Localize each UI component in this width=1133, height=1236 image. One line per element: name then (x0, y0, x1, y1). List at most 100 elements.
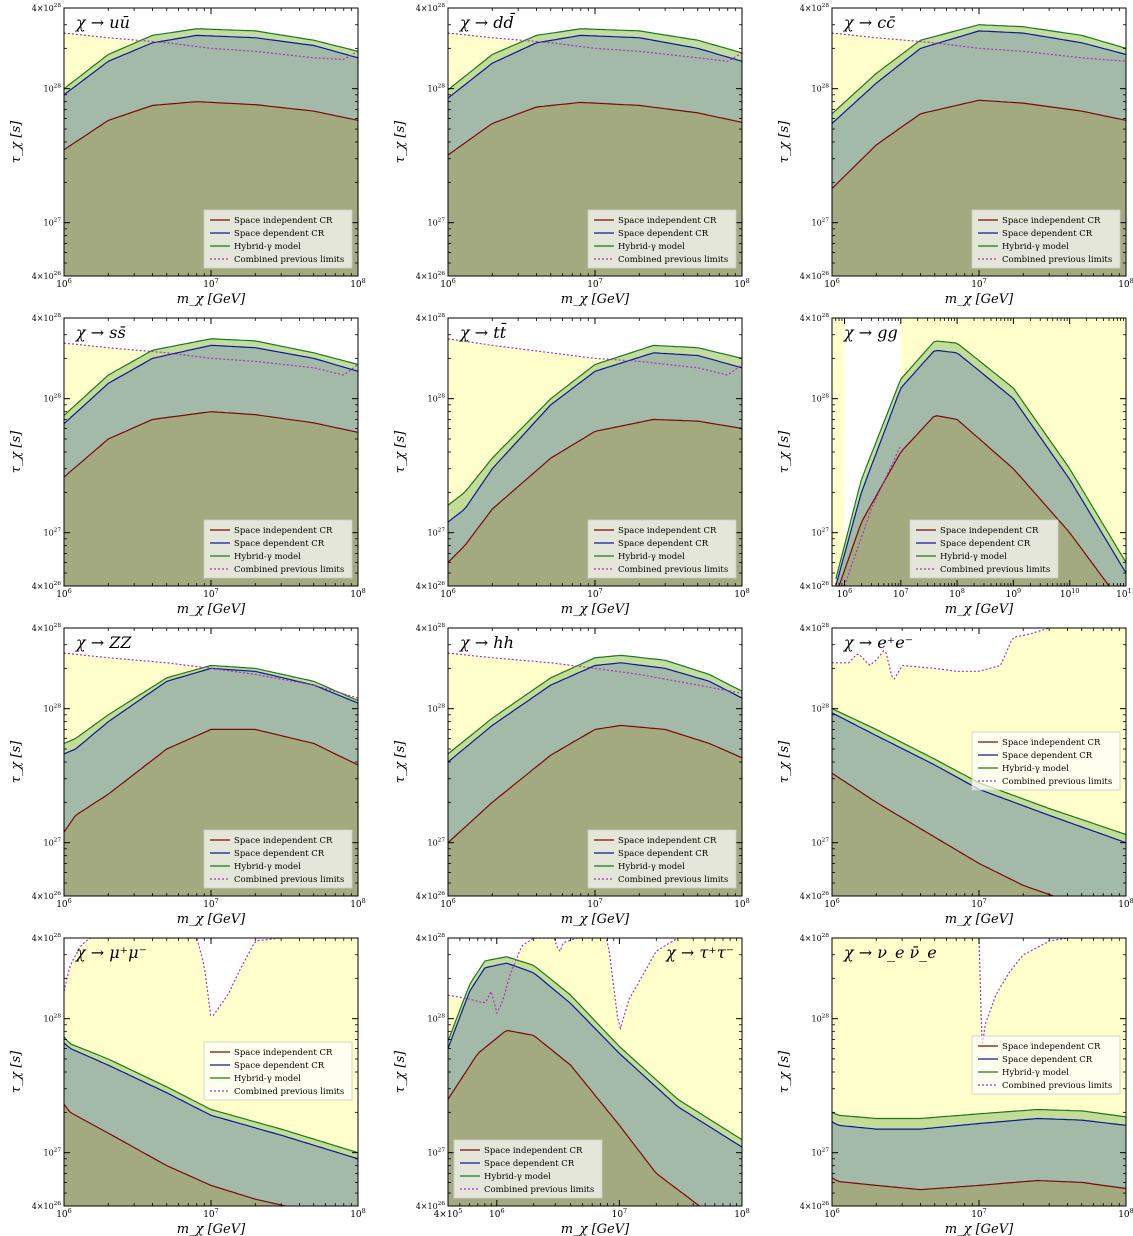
legend-label: Hybrid-γ model (234, 862, 301, 872)
y-tick-label: 4×1028 (800, 3, 830, 13)
previous-limits-line (64, 652, 358, 699)
y-axis-label: τ_χ [s] (9, 740, 24, 783)
x-tick-label: 108 (1118, 277, 1133, 290)
legend-label: Combined previous limits (234, 875, 344, 885)
x-tick-label: 108 (350, 1207, 366, 1220)
hybrid-line (448, 654, 742, 755)
legend: Space independent CR Space dependent CR Hy… (203, 829, 353, 889)
panel-title: χ → ss̄ (75, 323, 126, 342)
y-tick-label: 1028 (427, 84, 445, 94)
y-tick-label: 1028 (811, 704, 829, 714)
y-axis-label: τ_χ [s] (9, 120, 24, 163)
y-tick-label: 4×1026 (32, 581, 62, 591)
x-tick-label: 107 (971, 277, 987, 290)
x-tick-label: 106 (440, 897, 456, 910)
legend-label: Hybrid-γ model (618, 552, 685, 562)
y-tick-label: 1027 (43, 528, 61, 538)
space-dependent-line (448, 352, 742, 523)
x-tick-label: 106 (56, 1207, 72, 1220)
y-tick-label: 1028 (427, 704, 445, 714)
x-axis-label: m_χ [GeV] (945, 292, 1014, 307)
x-axis-label: m_χ [GeV] (561, 912, 630, 927)
panel-5: 106 107 108 4×1026 1027 1028 4×1028 m_χ [GeV] τ_… (393, 313, 750, 617)
previous-limits-line (448, 938, 679, 1031)
y-tick-label: 1027 (811, 528, 829, 538)
panel-4: 106 107 108 4×1026 1027 1028 4×1028 m_χ [GeV] τ_… (9, 313, 366, 617)
y-axis-label: τ_χ [s] (777, 740, 792, 783)
y-tick-label: 1027 (427, 218, 445, 228)
legend: Space independent CR Space dependent CR Hy… (971, 209, 1121, 269)
y-tick-label: 1027 (427, 838, 445, 848)
y-tick-label: 1028 (811, 1014, 829, 1024)
panel-6: 106 107 108 109 1010 1011 4×1026 1027 1028 4×1028… (777, 313, 1133, 617)
y-axis-label: τ_χ [s] (777, 120, 792, 163)
legend-label: Combined previous limits (1002, 255, 1112, 265)
panel-title: χ → gg (843, 323, 898, 342)
x-tick-label: 107 (971, 1207, 987, 1220)
legend: Space independent CR Space dependent CR Hy… (587, 829, 737, 889)
legend-label: Space independent CR (484, 1146, 583, 1156)
y-tick-label: 1028 (43, 394, 61, 404)
x-axis-label: m_χ [GeV] (945, 1222, 1014, 1236)
y-tick-label: 1027 (427, 1148, 445, 1158)
panel-title: χ → e⁺e⁻ (843, 633, 913, 652)
legend-label: Space independent CR (940, 526, 1039, 536)
x-axis-label: m_χ [GeV] (945, 602, 1014, 617)
y-tick-label: 4×1026 (32, 271, 62, 281)
x-tick-label: 106 (440, 277, 456, 290)
x-tick-label: 106 (56, 897, 72, 910)
legend: Space independent CR Space dependent CR Hy… (587, 519, 737, 579)
legend-label: Combined previous limits (618, 875, 728, 885)
legend-label: Hybrid-γ model (234, 552, 301, 562)
y-tick-label: 1027 (811, 838, 829, 848)
legend-label: Space independent CR (618, 836, 717, 846)
previous-limits-line (448, 32, 742, 62)
space-dependent-line (64, 344, 358, 425)
x-tick-label: 1011 (1116, 587, 1133, 600)
legend: Space independent CR Space dependent CR Hy… (587, 209, 737, 269)
y-tick-label: 1027 (43, 218, 61, 228)
y-tick-label: 4×1026 (416, 581, 446, 591)
legend-label: Space dependent CR (618, 539, 709, 549)
space-dependent-line (448, 662, 742, 763)
legend-label: Hybrid-γ model (618, 862, 685, 872)
panel-8: 106 107 108 4×1026 1027 1028 4×1028 m_χ [GeV] τ_… (393, 623, 750, 927)
y-axis-label: τ_χ [s] (9, 430, 24, 473)
legend-label: Hybrid-γ model (234, 1074, 301, 1084)
x-axis-label: m_χ [GeV] (561, 1222, 630, 1236)
legend-label: Space independent CR (1002, 1042, 1101, 1052)
y-tick-label: 4×1028 (416, 933, 446, 943)
space-independent-line (832, 772, 1054, 896)
x-tick-label: 106 (56, 277, 72, 290)
y-tick-label: 1027 (43, 838, 61, 848)
y-axis-label: τ_χ [s] (393, 120, 408, 163)
y-tick-label: 4×1028 (32, 933, 62, 943)
x-tick-label: 108 (734, 1207, 750, 1220)
panel-title: χ → μ⁺μ⁻ (75, 943, 147, 962)
x-axis-label: m_χ [GeV] (177, 1222, 246, 1236)
legend-label: Hybrid-γ model (1002, 764, 1069, 774)
y-tick-label: 1028 (427, 394, 445, 404)
x-tick-label: 106 (837, 587, 853, 600)
y-tick-label: 1027 (811, 218, 829, 228)
hybrid-line (64, 28, 358, 90)
legend-label: Combined previous limits (940, 565, 1050, 575)
space-dependent-line (448, 962, 742, 1148)
legend-label: Space dependent CR (234, 1061, 325, 1071)
space-dependent-line (835, 349, 1126, 586)
legend: Space independent CR Space dependent CR Hy… (971, 731, 1121, 791)
previous-limits-line (448, 338, 742, 376)
y-tick-label: 4×1026 (800, 271, 830, 281)
x-tick-label: 108 (350, 897, 366, 910)
panel-title: χ → τ⁺τ⁻ (665, 943, 734, 962)
y-tick-label: 4×1028 (416, 623, 446, 633)
legend-label: Space dependent CR (234, 229, 325, 239)
space-independent-line (832, 1177, 1126, 1191)
space-independent-line (448, 724, 742, 844)
panel-2: 106 107 108 4×1026 1027 1028 4×1028 m_χ [GeV] τ_… (393, 3, 750, 307)
y-tick-label: 1028 (811, 84, 829, 94)
x-tick-label: 106 (489, 1207, 505, 1220)
hybrid-line (64, 664, 358, 745)
y-tick-label: 4×1026 (800, 1201, 830, 1211)
y-tick-label: 4×1026 (416, 891, 446, 901)
